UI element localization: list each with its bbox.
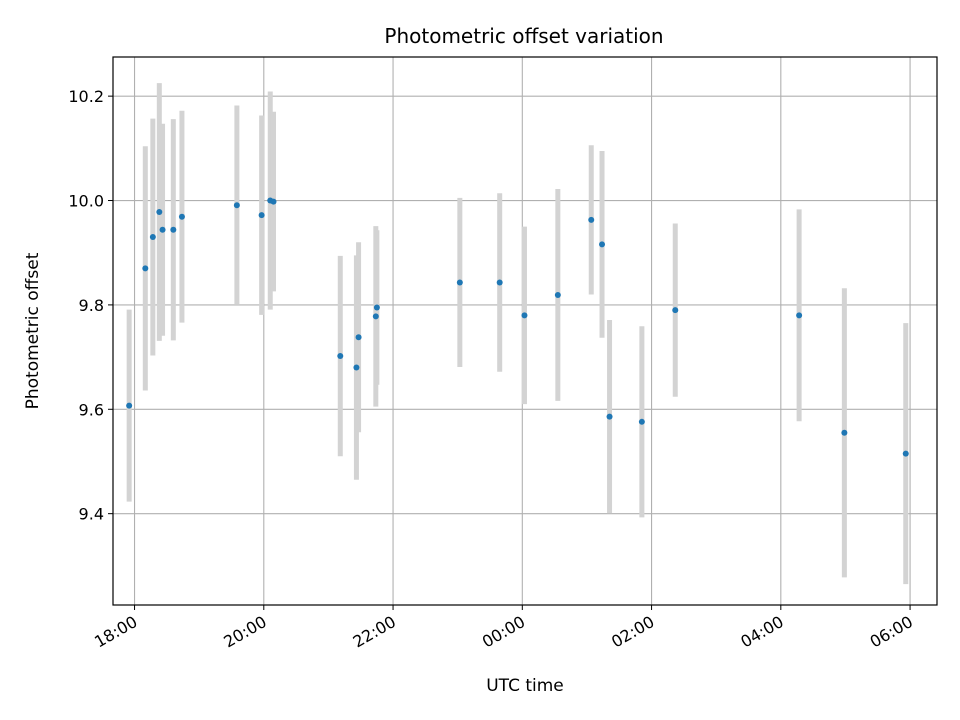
y-axis: 9.4 9.6 9.8 10.0 10.2 [68,87,113,524]
data-point [588,216,595,223]
data-point [258,212,265,219]
data-point [521,312,528,319]
x-tick-label: 20:00 [220,612,269,652]
data-point [270,198,277,205]
data-point [599,241,606,248]
x-tick-label: 18:00 [91,612,140,652]
data-point [233,202,240,209]
data-point [373,304,380,311]
data-point [841,429,848,436]
y-axis-title: Photometric offset [23,252,43,409]
y-tick-label: 9.6 [79,400,104,419]
data-point [638,418,645,425]
data-points [126,197,909,457]
y-tick-label: 10.2 [68,87,104,106]
data-point [372,313,379,320]
chart-title: Photometric offset variation [384,24,663,48]
data-point [337,353,344,360]
plot-frame [112,56,938,606]
data-point [456,279,463,286]
y-tick-label: 9.8 [79,296,104,315]
data-point [554,291,561,298]
x-tick-label: 22:00 [350,612,399,652]
data-point [156,209,163,216]
data-point [149,234,156,241]
x-axis-title: UTC time [486,676,564,696]
plot-area [112,56,938,606]
x-tick-label: 02:00 [608,612,657,652]
data-point [672,307,679,314]
data-point [496,279,503,286]
x-tick-label: 00:00 [479,612,528,652]
data-point [170,226,177,233]
data-point [353,364,360,371]
x-tick-label: 06:00 [867,612,916,652]
data-point [796,312,803,319]
data-point [126,402,133,409]
data-point [355,334,362,341]
data-point [902,450,909,457]
y-tick-label: 10.0 [68,192,104,211]
data-point [159,226,166,233]
x-tick-label: 04:00 [737,612,786,652]
data-point [142,265,149,272]
y-tick-label: 9.4 [79,505,104,524]
data-point [178,213,185,220]
x-axis: 18:00 20:00 22:00 00:00 02:00 04:00 06:00 [91,605,916,652]
data-point [606,413,613,420]
